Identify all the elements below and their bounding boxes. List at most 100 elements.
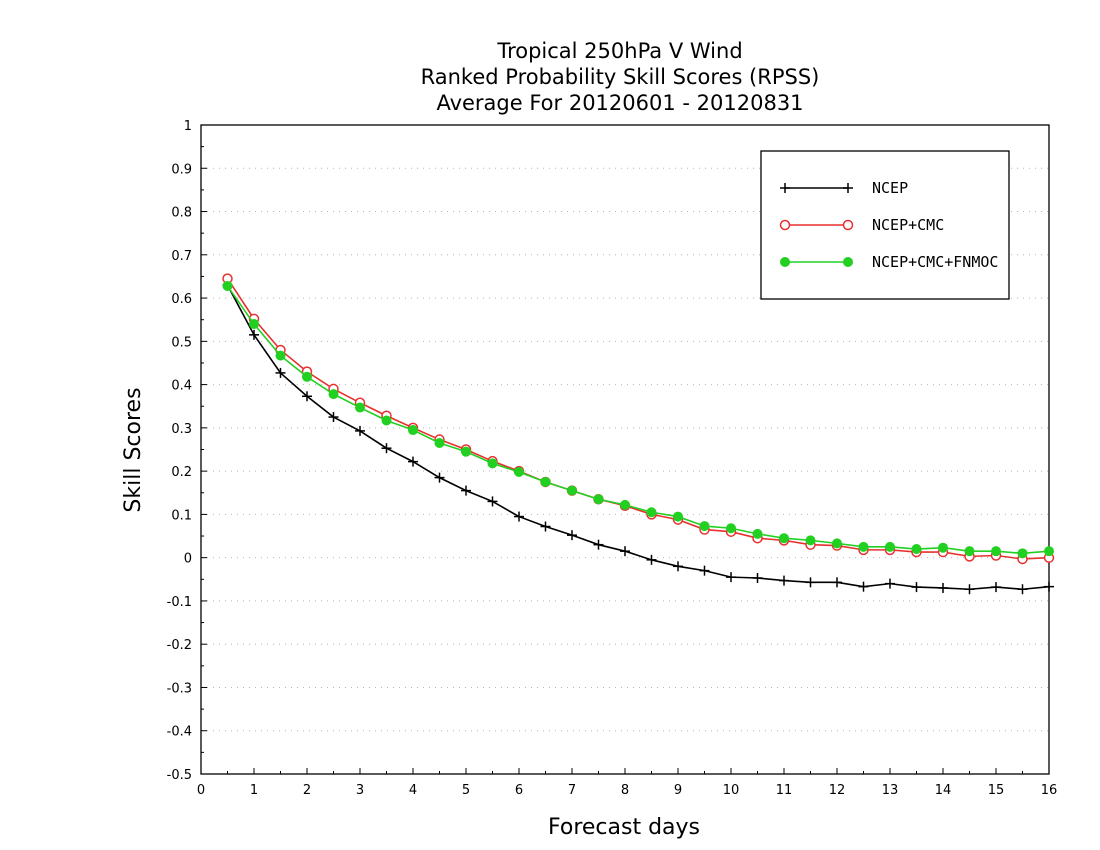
x-axis-tick-labels: 0 1 2 3 4 5 6 7 8 9 10 11 12 13 14 15 16 (197, 783, 1057, 798)
chart-title-line-3: Average For 20120601 - 20120831 (436, 91, 803, 115)
data-point (461, 446, 471, 457)
y-tick-label: 0.4 (171, 379, 192, 394)
chart-title: Tropical 250hPa V Wind Ranked Probabilit… (421, 39, 820, 115)
data-point (328, 412, 339, 423)
data-point (567, 485, 577, 496)
data-point (434, 472, 445, 483)
legend-label: NCEP+CMC+FNMOC (872, 253, 998, 271)
data-point (885, 578, 895, 589)
y-tick-label: 0.6 (171, 292, 192, 307)
data-point (752, 528, 763, 539)
data-point (805, 577, 816, 588)
x-tick-label: 10 (723, 783, 740, 798)
series-line-ncep (226, 284, 1050, 591)
data-point (408, 425, 418, 436)
y-tick-label: -0.5 (167, 768, 192, 783)
series-line-ncep-cmc (226, 278, 1050, 560)
data-point (1044, 581, 1054, 592)
x-tick-label: 13 (882, 783, 899, 798)
x-tick-label: 9 (674, 783, 682, 798)
data-point (779, 575, 789, 586)
legend-item-ncep-cmc-fnmoc: NCEP+CMC+FNMOC (780, 253, 998, 271)
y-tick-label: -0.2 (167, 638, 192, 653)
data-point (408, 456, 418, 467)
data-point (540, 476, 551, 487)
data-point (858, 541, 869, 552)
x-tick-label: 4 (409, 783, 417, 798)
data-point (938, 582, 948, 593)
x-tick-label: 7 (568, 783, 576, 798)
data-point (222, 280, 233, 291)
data-point (699, 521, 710, 532)
data-point (434, 438, 445, 449)
chart-title-line-1: Tropical 250hPa V Wind (496, 39, 742, 63)
legend-marker (780, 257, 790, 267)
data-point (726, 523, 736, 534)
x-tick-label: 3 (356, 783, 364, 798)
data-point (249, 329, 259, 340)
data-point (567, 530, 577, 541)
data-point (832, 577, 842, 588)
data-point (593, 539, 604, 550)
legend-item-ncep-cmc: NCEP+CMC (779, 216, 944, 234)
data-point (779, 533, 789, 544)
data-point (328, 389, 339, 400)
y-tick-label: 0.8 (171, 206, 192, 221)
legend-item-ncep: NCEP (780, 179, 908, 197)
x-tick-label: 2 (303, 783, 311, 798)
legend-label: NCEP (872, 179, 908, 197)
y-axis-label: Skill Scores (121, 387, 146, 512)
data-point (673, 511, 683, 522)
series-line-ncep-cmc-fnmoc (226, 285, 1050, 555)
data-point (275, 350, 286, 361)
legend-label: NCEP+CMC (872, 216, 944, 234)
data-point (991, 546, 1001, 557)
legend-marker (843, 183, 853, 193)
y-tick-label: -0.4 (167, 725, 192, 740)
legend-marker (843, 257, 853, 267)
data-point (964, 546, 975, 557)
data-point (487, 458, 498, 469)
series-ncep-cmc (222, 273, 1055, 565)
axis-ticks (200, 124, 1050, 775)
y-tick-label: 0.3 (171, 422, 192, 437)
data-point (1017, 584, 1028, 595)
y-tick-label: 0.9 (171, 162, 192, 177)
y-tick-label: 1 (184, 119, 192, 134)
data-point (302, 371, 312, 382)
chart-title-line-2: Ranked Probability Skill Scores (RPSS) (421, 65, 820, 89)
x-tick-label: 15 (988, 783, 1005, 798)
legend-marker (780, 183, 790, 193)
x-tick-label: 1 (250, 783, 258, 798)
data-point (381, 415, 392, 426)
y-tick-label: 0.2 (171, 465, 192, 480)
data-point (699, 565, 710, 576)
y-axis-tick-labels: 1 0.9 0.8 0.7 0.6 0.5 0.4 0.3 0.2 0.1 0 -0.1 -0.2 -0.… (167, 119, 192, 783)
y-tick-label: 0 (184, 552, 192, 567)
series-lines (222, 273, 1055, 595)
data-point (355, 402, 365, 413)
data-point (381, 443, 392, 454)
legend-marker (842, 219, 854, 231)
y-tick-label: 0.5 (171, 335, 192, 350)
data-point (1017, 548, 1028, 559)
x-tick-label: 0 (197, 783, 205, 798)
data-point (249, 319, 259, 330)
data-point (911, 544, 922, 555)
data-point (514, 466, 524, 477)
data-point (620, 499, 630, 510)
y-tick-label: 0.7 (171, 249, 192, 264)
data-point (302, 391, 312, 402)
data-point (514, 511, 524, 522)
data-point (991, 582, 1001, 593)
data-point (885, 541, 895, 552)
x-tick-label: 11 (776, 783, 793, 798)
legend: NCEP NCEP+CMC NCEP+CMC+FNMOC (760, 150, 1010, 300)
series-ncep (222, 280, 1054, 595)
data-point (752, 573, 763, 584)
data-point (673, 561, 683, 572)
data-point (355, 425, 365, 436)
data-point (646, 507, 657, 518)
data-point (938, 542, 948, 553)
